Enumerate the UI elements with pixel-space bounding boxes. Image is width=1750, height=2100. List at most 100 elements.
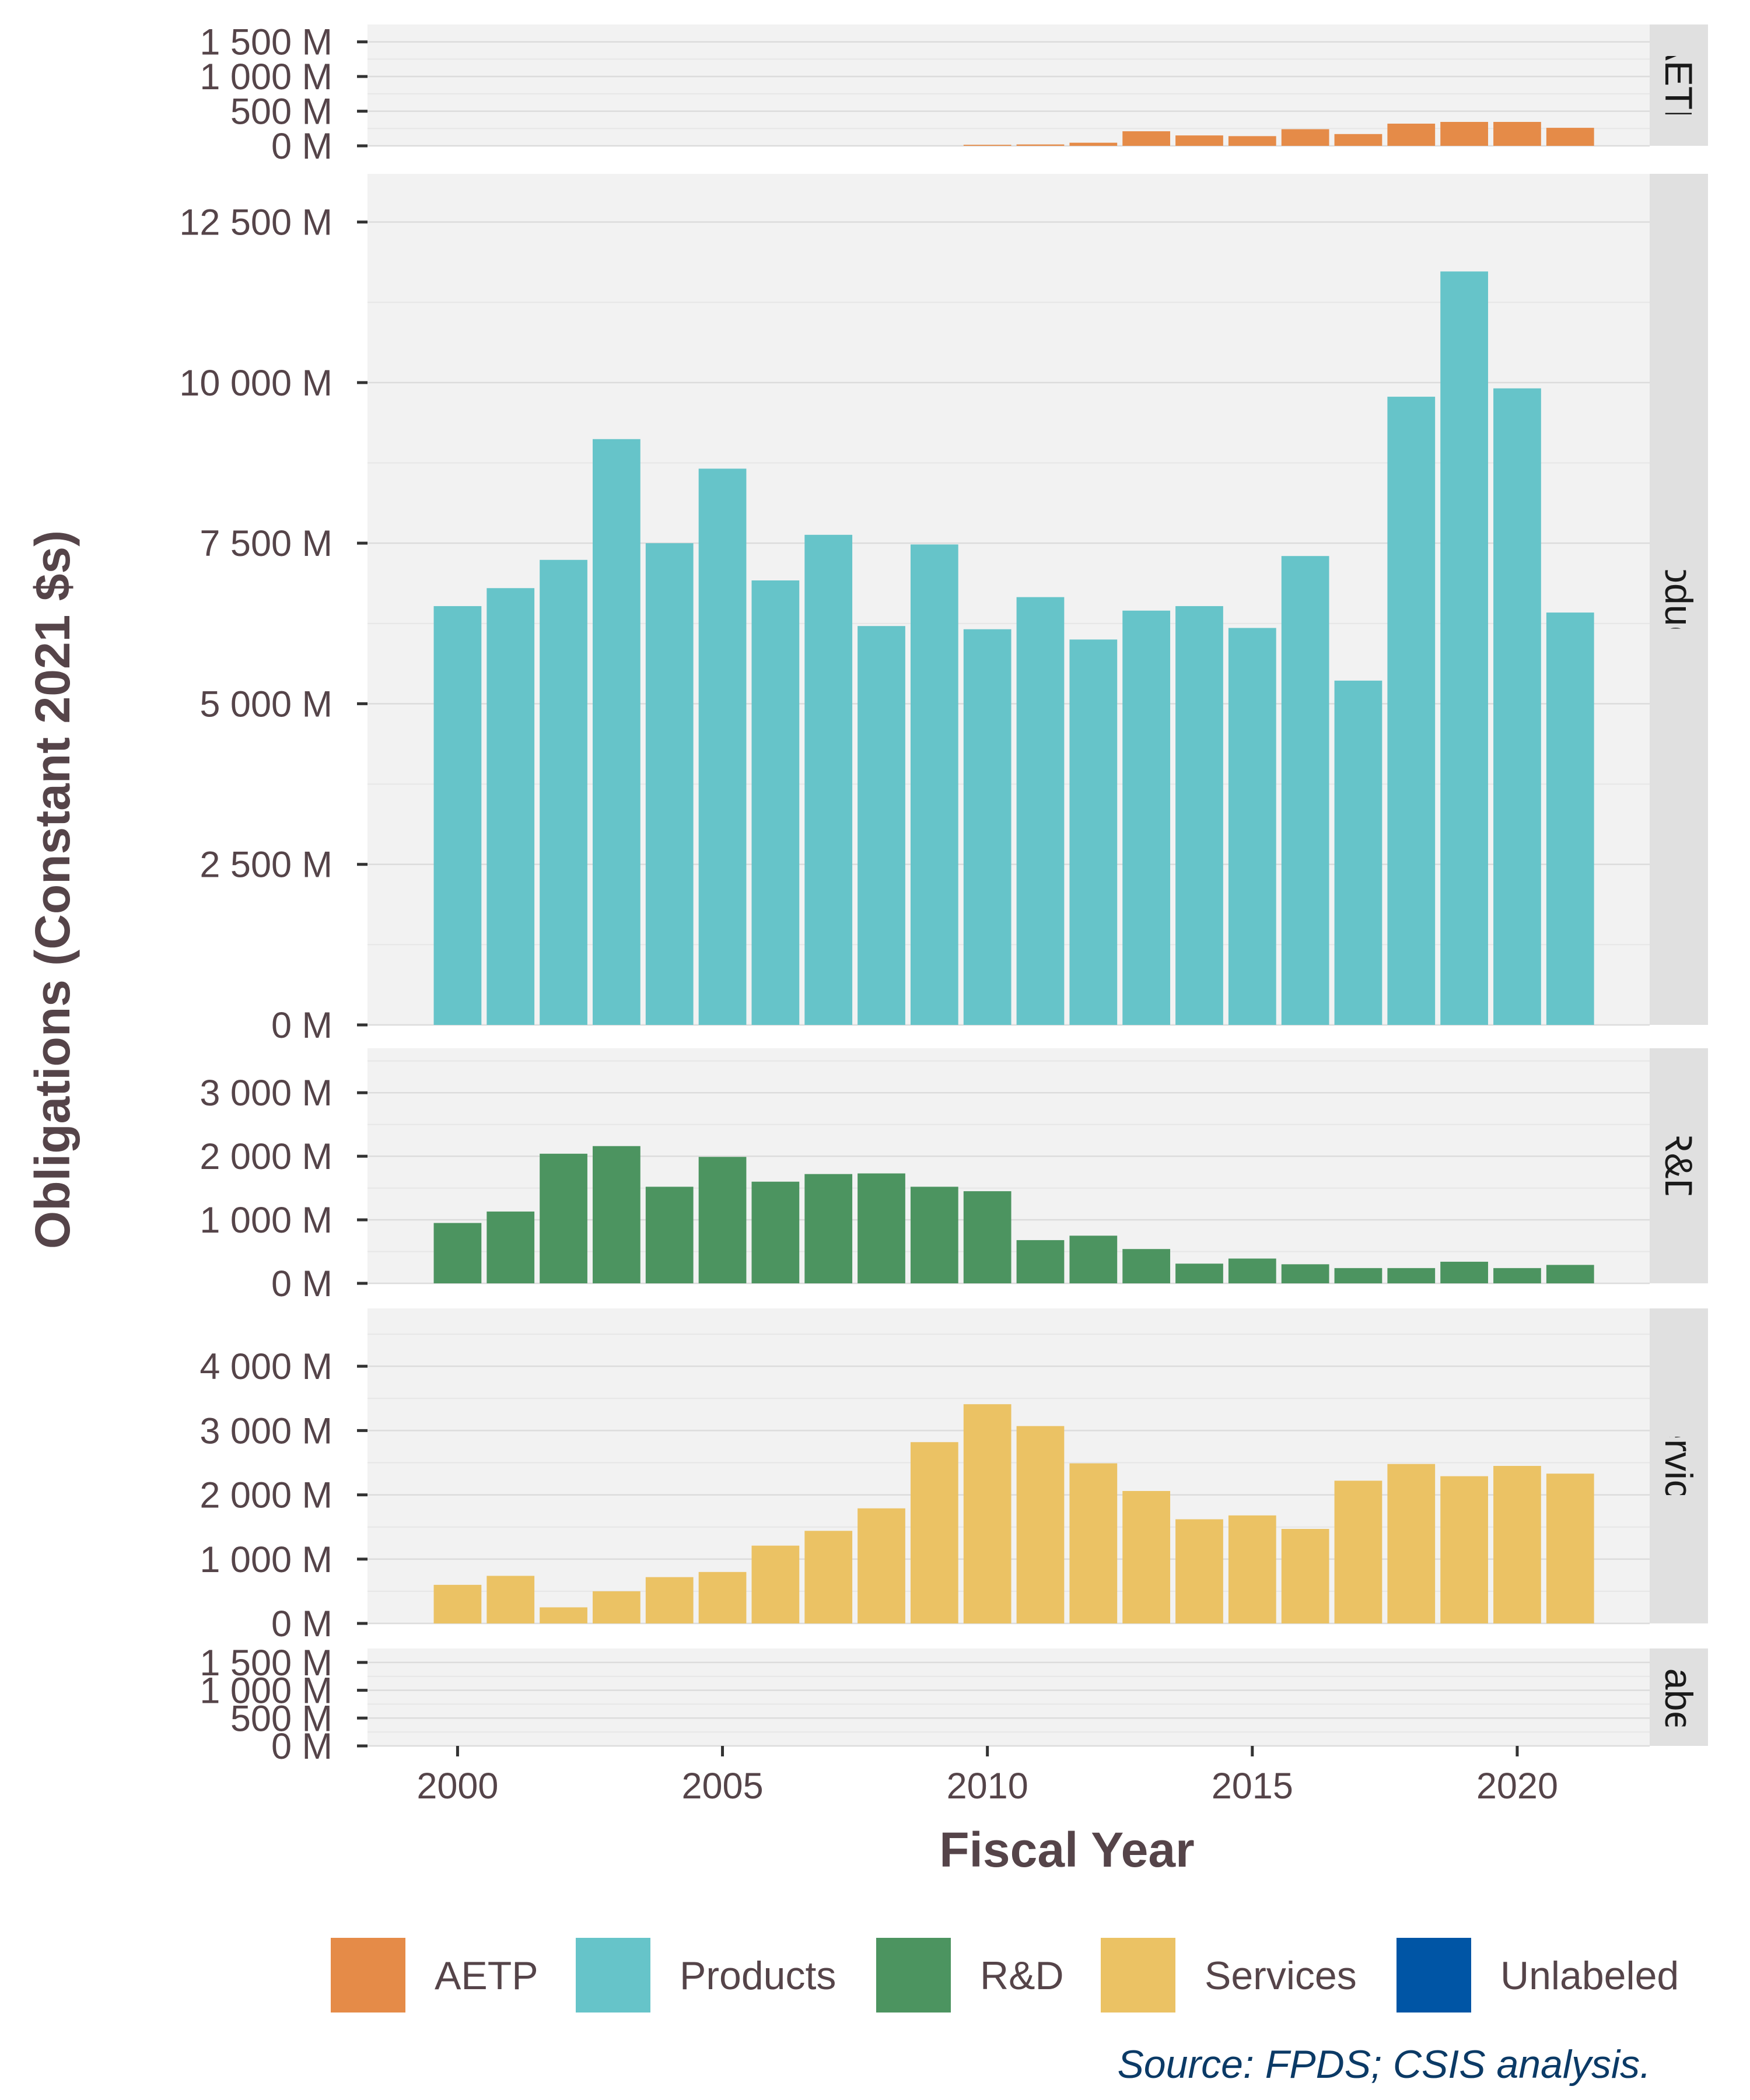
y-tick-label: 1 000 M bbox=[200, 1539, 332, 1580]
y-tick-label: 4 000 M bbox=[200, 1346, 332, 1387]
bar-services-2014 bbox=[1175, 1519, 1223, 1623]
y-tick-label: 0 M bbox=[271, 1726, 332, 1767]
bar-aetp-2013 bbox=[1122, 131, 1171, 146]
y-tick-label: 0 M bbox=[271, 1005, 332, 1046]
y-tick-label: 1 000 M bbox=[200, 57, 332, 97]
bar-services-2010 bbox=[963, 1404, 1012, 1623]
y-tick-label: 1 500 M bbox=[200, 22, 332, 63]
bar-r-d-2018 bbox=[1387, 1268, 1436, 1283]
bar-r-d-2008 bbox=[858, 1173, 905, 1283]
bar-r-d-2013 bbox=[1122, 1249, 1171, 1283]
bar-services-2001 bbox=[487, 1576, 535, 1623]
legend-swatch-services bbox=[1098, 1936, 1178, 2015]
bar-products-2016 bbox=[1281, 556, 1329, 1025]
facet-strip-label: Unlabeled bbox=[1657, 1611, 1700, 1784]
bar-products-2005 bbox=[698, 468, 747, 1025]
bar-r-d-2004 bbox=[645, 1186, 694, 1283]
panel-background-aetp bbox=[368, 24, 1650, 146]
bar-services-2013 bbox=[1122, 1490, 1171, 1623]
bar-aetp-2014 bbox=[1175, 135, 1223, 146]
y-tick-label: 1 500 M bbox=[200, 1643, 332, 1684]
bar-r-d-2019 bbox=[1440, 1261, 1488, 1283]
x-axis-title: Fiscal Year bbox=[939, 1822, 1194, 1877]
bar-aetp-2012 bbox=[1069, 142, 1118, 146]
bar-services-2021 bbox=[1546, 1474, 1594, 1623]
facet-strip-services bbox=[1650, 1308, 1708, 1623]
bar-products-2013 bbox=[1122, 610, 1171, 1025]
facet-strip-aetp bbox=[1650, 24, 1708, 146]
bar-aetp-2016 bbox=[1281, 129, 1329, 146]
bar-aetp-2019 bbox=[1440, 121, 1488, 146]
bar-r-d-2012 bbox=[1069, 1236, 1118, 1283]
bar-r-d-2011 bbox=[1016, 1240, 1065, 1283]
legend-label-unlabeled: Unlabeled bbox=[1500, 1954, 1679, 1998]
y-tick-label: 3 000 M bbox=[200, 1410, 332, 1451]
bar-products-2012 bbox=[1069, 639, 1118, 1025]
bar-products-2011 bbox=[1016, 597, 1065, 1025]
legend-swatch-products bbox=[573, 1936, 653, 2015]
bar-services-2020 bbox=[1493, 1466, 1541, 1623]
y-tick-label: 1 000 M bbox=[200, 1200, 332, 1241]
bar-r-d-2015 bbox=[1228, 1258, 1276, 1283]
bar-r-d-2020 bbox=[1493, 1268, 1541, 1283]
legend-label-products: Products bbox=[680, 1954, 836, 1998]
y-tick-label: 7 500 M bbox=[200, 523, 332, 564]
bar-services-2017 bbox=[1334, 1480, 1382, 1623]
y-tick-label: 2 500 M bbox=[200, 845, 332, 886]
legend-swatch-r-d bbox=[874, 1936, 953, 2015]
bar-aetp-2011 bbox=[1016, 144, 1065, 146]
bar-services-2006 bbox=[751, 1545, 800, 1623]
bar-r-d-2002 bbox=[540, 1153, 587, 1283]
bar-aetp-2015 bbox=[1228, 136, 1276, 146]
bar-services-2002 bbox=[540, 1607, 587, 1623]
bar-products-2006 bbox=[751, 580, 800, 1025]
y-tick-label: 2 000 M bbox=[200, 1136, 332, 1177]
bar-r-d-2007 bbox=[804, 1174, 853, 1283]
y-tick-label: 5 000 M bbox=[200, 684, 332, 724]
bar-products-2000 bbox=[433, 606, 482, 1025]
bar-products-2021 bbox=[1546, 612, 1594, 1025]
bar-r-d-2017 bbox=[1334, 1268, 1382, 1283]
y-tick-label: 2 000 M bbox=[200, 1475, 332, 1516]
y-tick-label: 1 000 M bbox=[200, 1671, 332, 1712]
bar-r-d-2006 bbox=[751, 1181, 800, 1283]
bar-services-2007 bbox=[804, 1531, 853, 1623]
y-axis-title: Obligations (Constant 2021 $s) bbox=[25, 530, 80, 1249]
bar-products-2017 bbox=[1334, 680, 1382, 1025]
bar-services-2003 bbox=[593, 1591, 640, 1623]
bar-aetp-2021 bbox=[1546, 128, 1594, 146]
y-tick-label: 500 M bbox=[230, 1698, 332, 1739]
bar-products-2007 bbox=[804, 534, 853, 1025]
bar-products-2020 bbox=[1493, 388, 1541, 1026]
bar-services-2000 bbox=[433, 1584, 482, 1623]
facet-strip-label: Products bbox=[1657, 523, 1700, 675]
bar-r-d-2021 bbox=[1546, 1265, 1594, 1283]
bar-aetp-2010 bbox=[963, 145, 1012, 146]
y-tick-label: 500 M bbox=[230, 92, 332, 132]
bar-aetp-2017 bbox=[1334, 134, 1382, 146]
facet-strip-label: AETP bbox=[1657, 35, 1700, 135]
legend-label-services: Services bbox=[1205, 1954, 1357, 1998]
bar-products-2002 bbox=[540, 559, 587, 1025]
bar-products-2010 bbox=[963, 629, 1012, 1025]
bar-r-d-2010 bbox=[963, 1191, 1012, 1283]
legend-swatch-unlabeled bbox=[1394, 1936, 1474, 2015]
facet-strip-r-d bbox=[1650, 1048, 1708, 1283]
y-tick-label: 0 M bbox=[271, 126, 332, 167]
x-tick-label: 2005 bbox=[681, 1766, 763, 1807]
legend-label-r-d: R&D bbox=[980, 1954, 1064, 1998]
facet-strip-unlabeled bbox=[1650, 1648, 1708, 1746]
bar-products-2015 bbox=[1228, 628, 1276, 1025]
bar-services-2008 bbox=[858, 1508, 905, 1623]
bar-products-2014 bbox=[1175, 606, 1223, 1025]
bar-products-2004 bbox=[645, 543, 694, 1025]
bar-products-2018 bbox=[1387, 397, 1436, 1026]
y-tick-label: 0 M bbox=[271, 1604, 332, 1644]
bar-services-2011 bbox=[1016, 1426, 1065, 1623]
bar-r-d-2016 bbox=[1281, 1264, 1329, 1283]
bar-r-d-2009 bbox=[910, 1186, 958, 1283]
facet-strip-label: R&D bbox=[1657, 1125, 1700, 1206]
bar-services-2005 bbox=[698, 1572, 747, 1623]
panel-background-unlabeled bbox=[368, 1648, 1650, 1746]
